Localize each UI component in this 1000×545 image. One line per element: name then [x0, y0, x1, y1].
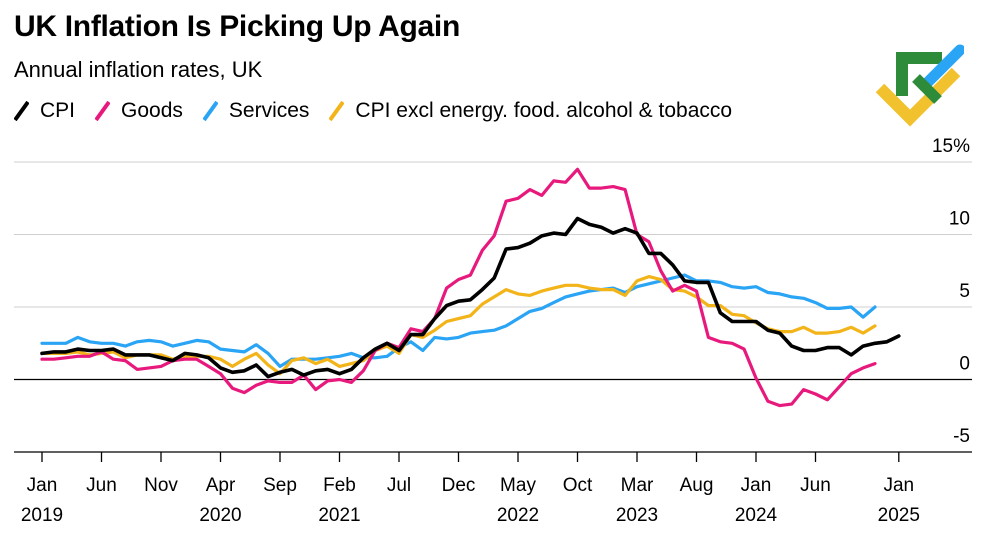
legend-item-goods: Goods	[95, 99, 183, 123]
legend-swatch-line-core	[329, 101, 345, 121]
x-tick-year: 2024	[735, 505, 778, 526]
chart-subtitle: Annual inflation rates, UK	[14, 57, 263, 82]
x-tick-year: 2020	[199, 505, 241, 526]
legend-item-cpi: CPI	[14, 99, 75, 123]
legend-label-services: Services	[228, 99, 310, 122]
x-tick-month: Oct	[563, 475, 593, 496]
legend-swatch-services	[202, 101, 218, 121]
x-tick-month: Nov	[144, 475, 178, 496]
legend: CPI Goods Services CPI excl energy. food…	[14, 99, 752, 123]
logo-green-cross	[912, 74, 942, 104]
legend-label-goods: Goods	[121, 99, 183, 122]
brand-logo-icon	[875, 44, 964, 127]
x-tick-month: Jan	[27, 475, 58, 496]
x-tick-month: Jun	[800, 475, 831, 496]
y-tick-label: 15%	[932, 136, 970, 157]
x-tick-year: 2022	[497, 505, 539, 526]
x-tick-month: Jan	[741, 475, 772, 496]
series-line-services	[40, 273, 877, 368]
x-axis: Jan 2019 Jun Nov Apr 2020 Sep Feb 2021 Jul Dec May 2…	[14, 451, 972, 526]
series-line-goods	[40, 167, 877, 408]
x-tick-month: Jul	[387, 475, 411, 496]
x-tick-month: Feb	[323, 475, 356, 496]
legend-item-services: Services	[202, 99, 310, 123]
legend-swatch-line-cpi	[14, 101, 29, 121]
y-tick-label: 10	[949, 209, 970, 230]
y-axis-tick-labels: 15% 10 5 0 -5	[932, 136, 970, 447]
x-tick-month: Sep	[263, 475, 297, 496]
y-tick-label: -5	[953, 426, 970, 447]
y-tick-label: 5	[959, 281, 970, 302]
y-tick-label: 0	[959, 354, 970, 375]
logo-green-bracket	[896, 52, 942, 96]
x-tick-year: 2019	[21, 505, 63, 526]
legend-swatch-line-goods	[95, 101, 111, 121]
logo-blue-stroke	[918, 44, 964, 92]
legend-swatch-goods	[95, 101, 111, 121]
legend-swatch-line-services	[202, 101, 218, 121]
x-tick-month: Dec	[442, 475, 476, 496]
x-tick-month: Apr	[206, 475, 236, 496]
logo-yellow-chevron	[875, 67, 961, 127]
series-line-cpi	[40, 216, 901, 379]
chart-title: UK Inflation Is Picking Up Again	[14, 10, 460, 43]
legend-item-core: CPI excl energy. food. alcohol & tobacco	[329, 99, 732, 123]
x-tick-year: 2023	[616, 505, 658, 526]
x-tick-month: Jan	[883, 475, 914, 496]
legend-label-core: CPI excl energy. food. alcohol & tobacco	[355, 99, 733, 122]
x-tick-month: May	[500, 475, 536, 496]
x-tick-month: Mar	[621, 475, 654, 496]
x-tick-year: 2025	[878, 505, 920, 526]
legend-swatch-cpi	[14, 101, 29, 121]
x-tick-month: Aug	[680, 475, 714, 496]
series-lines	[40, 167, 901, 408]
x-tick-year: 2021	[318, 505, 360, 526]
legend-label-cpi: CPI	[40, 99, 76, 122]
legend-swatch-core	[329, 101, 345, 121]
x-tick-month: Jun	[86, 475, 117, 496]
